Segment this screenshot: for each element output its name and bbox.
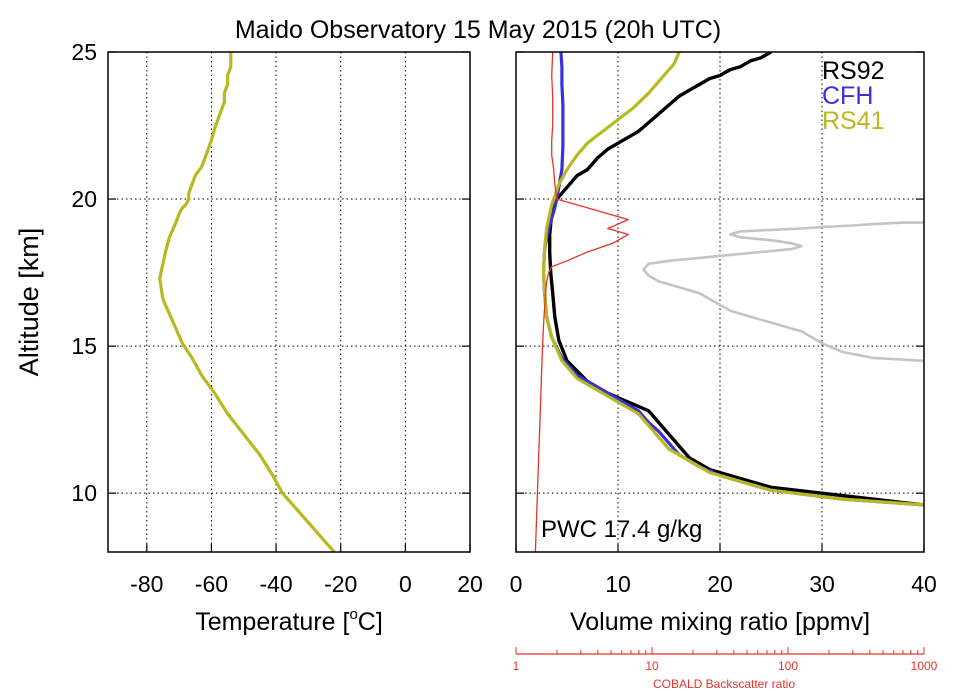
cobald-axis-tick-label: 10 [645,659,659,673]
legend-entry-rs41: RS41 [822,107,885,135]
temperature-x-axis-label-sup: o [349,606,357,623]
cobald-axis-tick-label: 100 [778,659,798,673]
water-vapour-series-group [534,52,924,552]
x-tick-label: -60 [195,571,228,597]
series-line-cobald-colour-index [642,221,924,363]
cobald-axis-tick-label: 1000 [911,659,938,673]
temperature-series-group [158,52,336,552]
y-tick-label: 25 [71,39,97,65]
cobald-axis-label: COBALD Backscatter ratio [653,677,795,691]
temperature-x-tick-labels: -80 -60 -40 -20 0 20 [130,544,483,597]
x-tick-label: 20 [707,571,733,597]
x-tick-label: -40 [259,571,292,597]
cobald-axis-tick-label: 1 [513,659,520,673]
x-tick-label: 0 [510,571,523,597]
series-line-temperature [158,52,336,552]
legend-entry-rs92: RS92 [822,57,885,85]
mixing-ratio-x-tick-labels: 0 10 20 30 40 [510,544,937,597]
altitude-y-axis-label: Altitude [km] [14,228,44,377]
temperature-panel: -80 -60 -40 -20 0 20 10 15 20 25 Temperature [oC… [14,39,483,636]
y-tick-label: 10 [71,480,97,506]
y-tick-label: 15 [71,333,97,359]
x-tick-label: 20 [457,571,483,597]
cobald-backscatter-axis: 1 10 100 1000 COBALD Backscatter ratio [513,647,938,691]
temperature-grid [108,51,470,552]
x-tick-label: 40 [911,571,937,597]
chart-title: Maido Observatory 15 May 2015 (20h UTC) [235,16,721,44]
temperature-x-axis-label: Temperature [oC] [195,606,383,636]
x-tick-label: 30 [809,571,835,597]
y-tick-label: 20 [71,186,97,212]
series-clip-group [158,52,336,552]
legend-entry-cfh: CFH [822,82,873,110]
x-tick-label: -80 [130,571,163,597]
water-vapour-panel: 0 10 20 30 40 Volume mixing ratio [ppmv] PWC… [510,51,938,691]
altitude-y-tick-labels: 10 15 20 25 [71,39,97,506]
temperature-x-axis-label-tail: C] [358,608,383,636]
x-tick-label: 10 [605,571,631,597]
temperature-plot-frame [107,51,471,553]
pwc-annotation: PWC 17.4 g/kg [541,516,702,543]
temperature-x-axis-label-main: Temperature [ [195,608,349,636]
series-line-rs41 [541,52,924,507]
mixing-ratio-x-axis-label: Volume mixing ratio [ppmv] [570,608,870,636]
series-line-cobald-backscatter-ratio [534,52,629,552]
x-tick-label: -20 [324,571,357,597]
x-tick-label: 0 [399,571,412,597]
series-clip-group [534,52,924,552]
